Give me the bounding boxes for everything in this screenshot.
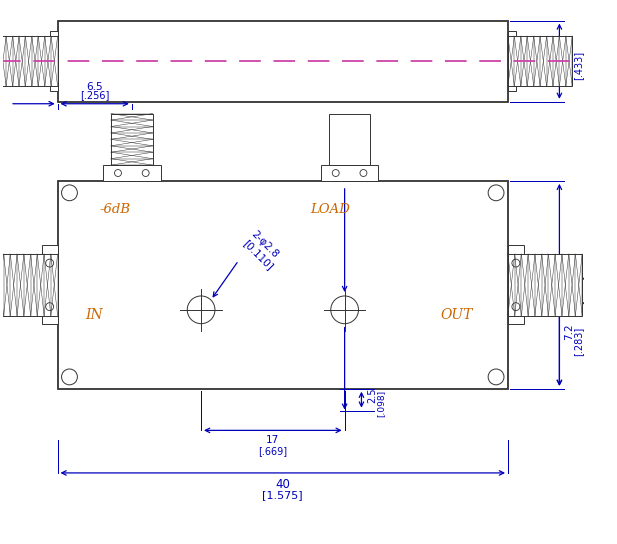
Text: 2-φ2.8
[0.110]: 2-φ2.8 [0.110] — [241, 230, 283, 271]
Bar — [103, 165, 160, 181]
Text: [.098]: [.098] — [376, 390, 385, 417]
Circle shape — [46, 302, 54, 311]
Circle shape — [512, 302, 520, 311]
Text: LOAD: LOAD — [310, 203, 350, 216]
Bar — [329, 114, 370, 165]
Text: 7.2: 7.2 — [565, 324, 574, 340]
Text: [.669]: [.669] — [573, 275, 583, 305]
Bar — [57, 181, 508, 389]
Circle shape — [488, 369, 504, 385]
Bar — [0, 254, 57, 316]
Circle shape — [512, 259, 520, 267]
Circle shape — [331, 296, 358, 324]
Bar — [321, 165, 378, 181]
Text: IN: IN — [85, 307, 103, 322]
Bar — [508, 36, 573, 86]
Text: 40: 40 — [275, 478, 290, 491]
Bar — [0, 36, 57, 86]
Bar — [111, 114, 152, 165]
Bar — [50, 32, 57, 91]
Bar — [57, 21, 508, 102]
Bar — [42, 245, 57, 324]
Text: 11: 11 — [565, 51, 574, 64]
Text: 17: 17 — [267, 435, 280, 446]
Text: -6dB: -6dB — [99, 203, 130, 216]
Bar — [508, 32, 516, 91]
Text: 17: 17 — [565, 273, 574, 287]
Text: [.283]: [.283] — [573, 327, 583, 356]
Circle shape — [142, 170, 149, 176]
Circle shape — [187, 296, 215, 324]
Text: 2.5: 2.5 — [367, 388, 378, 404]
Circle shape — [333, 170, 339, 176]
Circle shape — [488, 185, 504, 201]
Text: [1.575]: [1.575] — [262, 490, 303, 500]
Bar — [508, 245, 524, 324]
Circle shape — [62, 369, 77, 385]
Text: [.256]: [.256] — [80, 90, 109, 100]
Text: [.433]: [.433] — [573, 51, 583, 80]
Circle shape — [115, 170, 122, 176]
Circle shape — [46, 259, 54, 267]
Circle shape — [360, 170, 367, 176]
Text: [.669]: [.669] — [259, 446, 288, 456]
Text: 6.5: 6.5 — [86, 82, 103, 92]
Circle shape — [62, 185, 77, 201]
Text: OUT: OUT — [441, 307, 473, 322]
Bar — [508, 254, 582, 316]
